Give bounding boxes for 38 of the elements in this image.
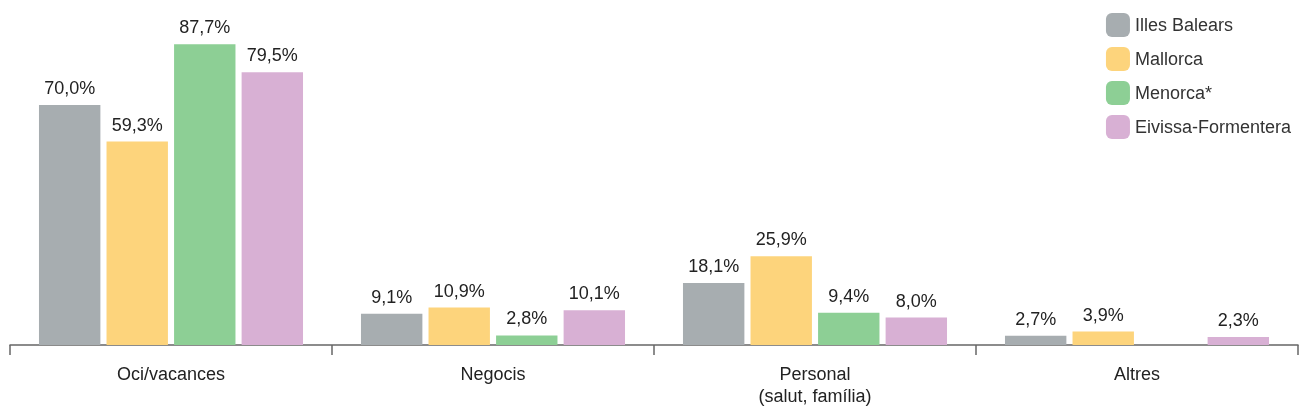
data-label: 9,4% [828,285,870,306]
bar [1004,335,1067,345]
bar [428,307,490,345]
data-label: 2,3% [1217,310,1259,331]
data-label: 79,5% [246,45,298,66]
data-label: 70,0% [44,77,96,98]
legend-label: Eivissa-Formentera [1134,117,1292,137]
data-label: 2,8% [506,308,548,329]
bar [1072,331,1134,345]
bar [496,335,558,345]
data-label: 3,9% [1082,304,1124,325]
x-tick-label: Altres [1113,364,1161,384]
data-label: 8,0% [895,290,937,311]
x-tick-label: Personal (salut, família) [758,364,872,406]
bar [241,72,304,345]
data-label: 9,1% [371,286,413,307]
data-label: 2,7% [1015,308,1057,329]
bar [818,312,880,345]
legend-label: Menorca* [1134,83,1213,103]
data-label: 10,9% [433,280,485,301]
bar [1207,337,1270,345]
x-tick-label: Negocis [460,364,526,384]
bar [682,282,745,345]
legend-label: Illes Balears [1134,15,1234,35]
data-label: 18,1% [688,255,740,276]
x-tick-label: Oci/vacances [116,364,226,384]
data-label: 10,1% [568,283,620,304]
data-label: 25,9% [755,229,807,250]
bar [885,317,948,345]
bar [106,141,168,345]
bar [750,256,812,345]
data-label: 59,3% [111,114,163,135]
bar [38,104,101,345]
bar [174,44,236,345]
legend-label: Mallorca [1134,49,1204,69]
bar [563,310,626,345]
data-label: 87,7% [179,17,231,38]
bar [360,313,423,345]
